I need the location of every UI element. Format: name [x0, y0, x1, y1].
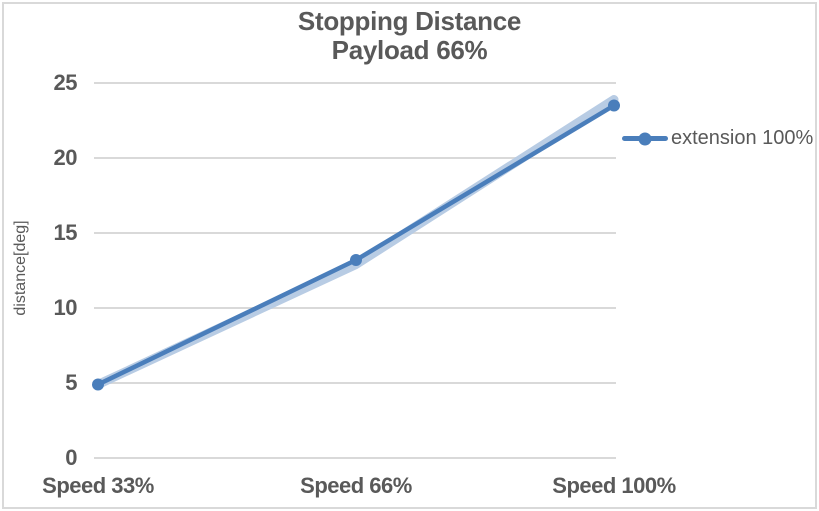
series-line-shadow	[93, 95, 619, 389]
chart-title-line1: Stopping Distance	[297, 6, 522, 36]
data-point-marker	[608, 99, 620, 112]
y-tick-label: 5	[65, 370, 77, 395]
data-point-marker	[92, 378, 104, 391]
legend-label: extension 100%	[671, 127, 814, 149]
chart-title: Stopping Distance Payload 66%	[0, 7, 819, 65]
y-tick-label: 15	[53, 220, 78, 245]
x-category-label: Speed 100%	[552, 473, 676, 498]
y-tick-label: 10	[53, 295, 78, 320]
data-point-marker	[350, 254, 362, 266]
y-tick-label: 0	[65, 445, 77, 470]
legend: extension 100%	[622, 126, 813, 151]
x-category-label: Speed 66%	[300, 473, 412, 498]
x-category-label: Speed 33%	[42, 473, 154, 498]
legend-line-marker-icon	[622, 132, 668, 145]
y-tick-label: 20	[53, 145, 78, 170]
y-tick-label: 25	[53, 70, 78, 95]
legend-marker-dot-icon	[638, 132, 652, 145]
chart-title-line2: Payload 66%	[331, 35, 488, 65]
